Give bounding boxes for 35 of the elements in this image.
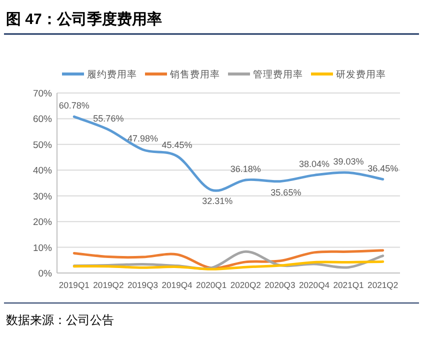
line-series	[72, 260, 384, 270]
x-tick-label: 2020Q4	[298, 280, 330, 290]
x-tick-label: 2019Q3	[127, 280, 158, 290]
chart-title: 图 47：公司季度费用率	[6, 10, 162, 28]
y-tick-label: 60%	[32, 114, 53, 126]
x-tick-label: 2020Q2	[230, 280, 262, 290]
y-tick-label: 50%	[32, 140, 53, 151]
x-tick-label: 2020Q3	[264, 280, 296, 290]
x-tick-label: 2019Q1	[58, 280, 90, 290]
legend-label: 研发费用率	[336, 68, 386, 80]
y-tick-label: 0%	[38, 268, 53, 280]
data-label: 35.65%	[270, 187, 302, 198]
data-label: 38.04%	[298, 159, 330, 170]
y-tick-label: 20%	[32, 217, 53, 228]
data-label: 32.31%	[202, 196, 233, 206]
data-label: 36.45%	[368, 163, 398, 174]
x-tick-label: 2021Q2	[368, 280, 398, 290]
legend-label: 履约费用率	[87, 68, 137, 80]
data-label: 39.03%	[333, 156, 364, 167]
data-label: 60.78%	[58, 100, 90, 111]
x-tick-label: 2020Q1	[196, 280, 227, 290]
data-label: 36.18%	[230, 164, 261, 174]
x-tick-label: 2019Q2	[93, 280, 124, 290]
y-tick-label: 10%	[32, 242, 53, 254]
legend-label: 管理费用率	[253, 68, 303, 80]
y-tick-label: 30%	[32, 191, 53, 202]
data-label: 47.98%	[127, 134, 158, 144]
data-label: 45.45%	[162, 140, 192, 150]
data-label: 55.76%	[93, 114, 124, 124]
y-tick-label: 40%	[32, 166, 53, 177]
y-tick-label: 70%	[32, 88, 53, 100]
source-note: 数据来源：公司公告	[6, 313, 114, 327]
legend-label: 销售费用率	[169, 68, 220, 80]
x-tick-label: 2019Q4	[162, 280, 193, 290]
x-tick-label: 2021Q1	[333, 280, 364, 290]
